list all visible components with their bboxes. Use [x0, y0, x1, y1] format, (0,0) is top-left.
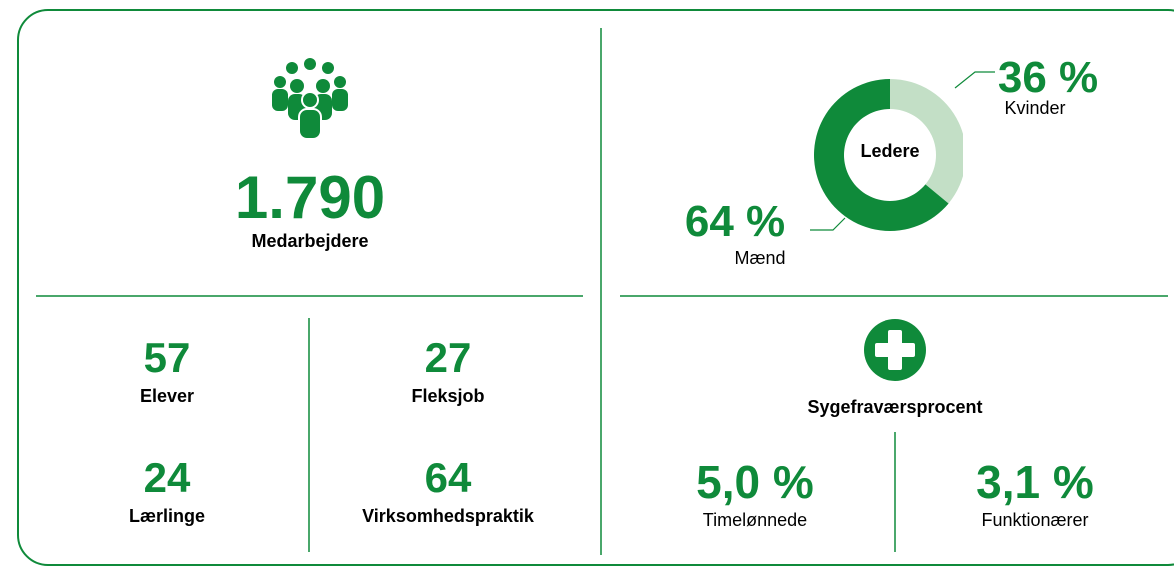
health-icon	[864, 319, 926, 381]
stat-value: 5,0 %	[696, 456, 814, 508]
stat-value: 57	[144, 334, 191, 381]
stat-label: Timelønnede	[703, 510, 807, 530]
frame	[17, 9, 1174, 566]
stat-value: 27	[425, 334, 472, 381]
segment-label: Kvinder	[1004, 98, 1065, 118]
leader-line	[810, 217, 846, 231]
segment-value: 64 %	[685, 197, 785, 246]
people-icon	[272, 58, 348, 140]
stat-label: Funktionærer	[981, 510, 1088, 530]
stat-label: Elever	[140, 386, 194, 406]
stat-value: 64	[425, 454, 472, 501]
donut-title: Ledere	[860, 141, 919, 161]
segment-value: 36 %	[998, 53, 1098, 102]
stat-label: Virksomhedspraktik	[362, 506, 535, 526]
segment-label: Mænd	[734, 248, 785, 268]
stat-value: 24	[144, 454, 191, 501]
stat-value: 3,1 %	[976, 456, 1094, 508]
stat-label: Lærlinge	[129, 506, 205, 526]
stat-label: Medarbejdere	[251, 231, 368, 251]
donut-segment	[890, 79, 963, 204]
donut	[813, 79, 963, 232]
stat-label: Fleksjob	[411, 386, 484, 406]
section-title: Sygefraværsprocent	[807, 397, 982, 417]
stat-value: 1.790	[235, 164, 385, 231]
donut-segment	[813, 79, 949, 232]
leader-line	[954, 71, 995, 89]
